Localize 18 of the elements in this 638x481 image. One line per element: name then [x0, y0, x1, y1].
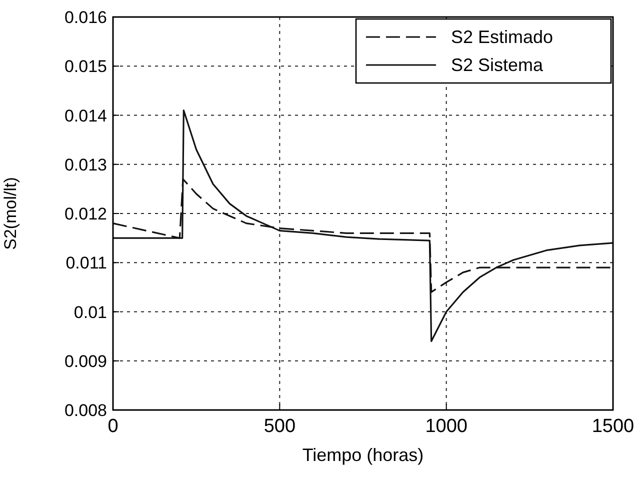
legend-label: S2 Sistema [451, 55, 544, 75]
y-tick-label: 0.008 [64, 401, 107, 420]
y-tick-label: 0.016 [64, 8, 107, 27]
y-axis-title: S2(mol/lt) [1, 177, 20, 250]
y-tick-label: 0.011 [66, 254, 107, 273]
y-tick-label: 0.015 [64, 57, 107, 76]
y-tick-label: 0.013 [64, 155, 107, 174]
x-tick-label: 0 [108, 416, 118, 437]
x-tick-label: 500 [264, 416, 296, 437]
legend-label: S2 Estimado [451, 27, 554, 47]
x-axis-title: Tiempo (horas) [302, 445, 424, 465]
line-series [112, 110, 614, 342]
y-tick-label: 0.009 [64, 352, 107, 371]
y-tick-label: 0.012 [64, 204, 107, 224]
x-tick-label: 1500 [592, 416, 634, 437]
y-tick-label: 0.014 [64, 106, 107, 126]
x-tick-label: 1000 [425, 416, 468, 437]
y-tick-label: 0.01 [74, 302, 107, 322]
